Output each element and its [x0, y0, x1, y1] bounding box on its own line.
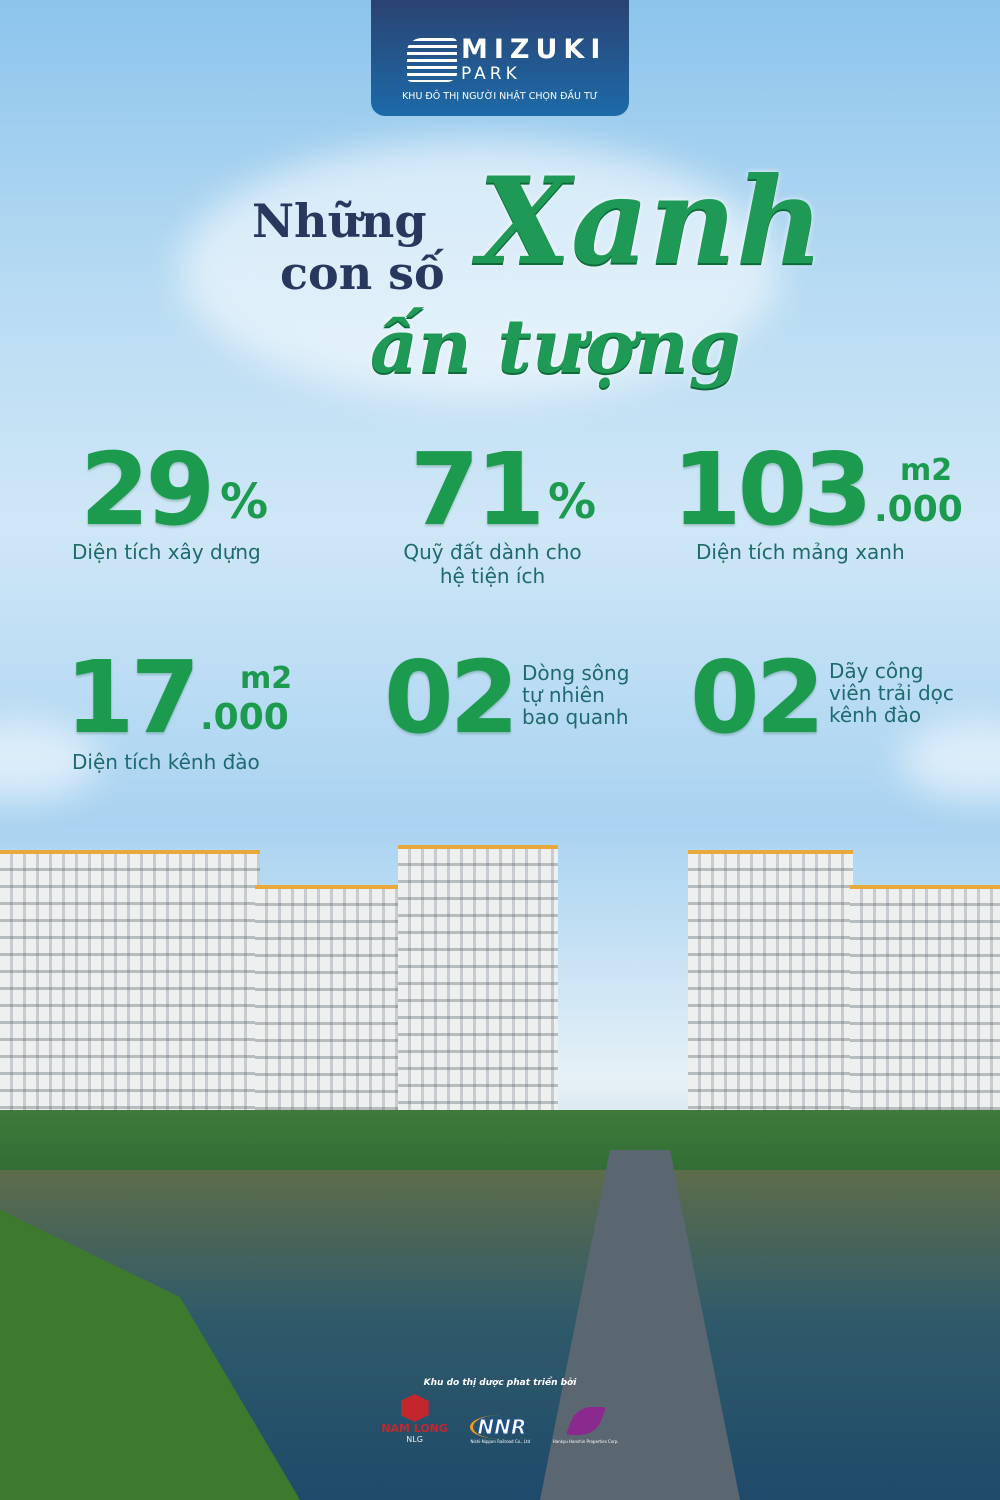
brand-tagline: KHU ĐÔ THỊ NGƯỜI NHẬT CHỌN ĐẦU TƯ	[402, 91, 598, 102]
partner-nnr-logo: NNR Nishi-Nippon Railroad Co., Ltd	[470, 1415, 530, 1444]
brand-name: MIZUKI	[461, 34, 607, 65]
stat-label: Diện tích xây dựng	[72, 540, 261, 564]
stat-value: 29	[80, 431, 215, 548]
stat-unit-top: m2	[240, 661, 293, 696]
stat-value: 02	[690, 639, 825, 756]
stat-unit: %	[220, 474, 269, 530]
stat-value: 103	[672, 431, 873, 548]
headline-accent: Xanh	[478, 151, 824, 292]
waves-icon	[407, 38, 457, 82]
hankyu-icon	[565, 1407, 606, 1435]
stat-label-line: viên trải dọc	[829, 681, 954, 705]
stat-label-line: tự nhiên	[522, 683, 605, 707]
stat-label: Quỹ đất dành cho hệ tiện ích	[340, 540, 645, 588]
building	[398, 845, 558, 1145]
stat-unit: .000	[200, 697, 289, 738]
stat-label-line: Dãy công	[829, 659, 924, 683]
partner-sub: Nishi-Nippon Railroad Co., Ltd	[470, 1439, 531, 1444]
cloud	[180, 140, 780, 400]
stat-unit: %	[548, 474, 597, 530]
stat-label-line: bao quanh	[522, 705, 629, 729]
building	[255, 885, 400, 1145]
namlong-icon	[400, 1394, 429, 1422]
stat-label: Diện tích mảng xanh	[696, 540, 905, 564]
stat-label: Dòng sông tự nhiên bao quanh	[522, 662, 629, 728]
stat-label-line: Dòng sông	[522, 661, 630, 685]
stat-value: 02	[384, 639, 519, 756]
stat-value: 71	[410, 431, 545, 548]
stat-label-line: hệ tiện ích	[439, 564, 546, 588]
partner-namlong-logo: NAM LONG NLG	[381, 1394, 448, 1444]
stat-value: 17	[65, 639, 200, 756]
developer-credits: Khu do thị dược phat triển bởi NAM LONG …	[370, 1378, 630, 1444]
headline-line1: Những	[252, 194, 427, 248]
credits-caption: Khu do thị dược phat triển bởi	[423, 1378, 577, 1388]
stat-label-line: kênh đào	[829, 703, 922, 727]
stat-unit-top: m2	[900, 453, 953, 488]
partner-sub: NLG	[406, 1435, 423, 1444]
brand-sub: PARK	[461, 64, 521, 84]
partner-name: NAM LONG	[381, 1422, 448, 1435]
building	[850, 885, 1000, 1135]
partner-name: Hankyu Hanshin Properties Corp.	[552, 1439, 619, 1444]
cloud	[900, 720, 1000, 800]
building	[0, 850, 260, 1150]
stat-label: Dãy công viên trải dọc kênh đào	[829, 660, 954, 726]
city-photo	[0, 830, 1000, 1500]
stat-label: Diện tích kênh đào	[72, 750, 260, 774]
headline-line2: con số	[280, 246, 445, 300]
stat-unit: .000	[874, 489, 963, 530]
brand-logo: MIZUKI PARK KHU ĐÔ THỊ NGƯỜI NHẬT CHỌN Đ…	[371, 0, 629, 116]
headline-line3: ấn tượng	[370, 304, 741, 390]
partner-hankyu-logo: Hankyu Hanshin Properties Corp.	[553, 1407, 619, 1444]
stat-label-line: Quỹ đất dành cho	[403, 540, 582, 564]
building	[688, 850, 853, 1150]
partner-name: NNR	[470, 1415, 530, 1440]
